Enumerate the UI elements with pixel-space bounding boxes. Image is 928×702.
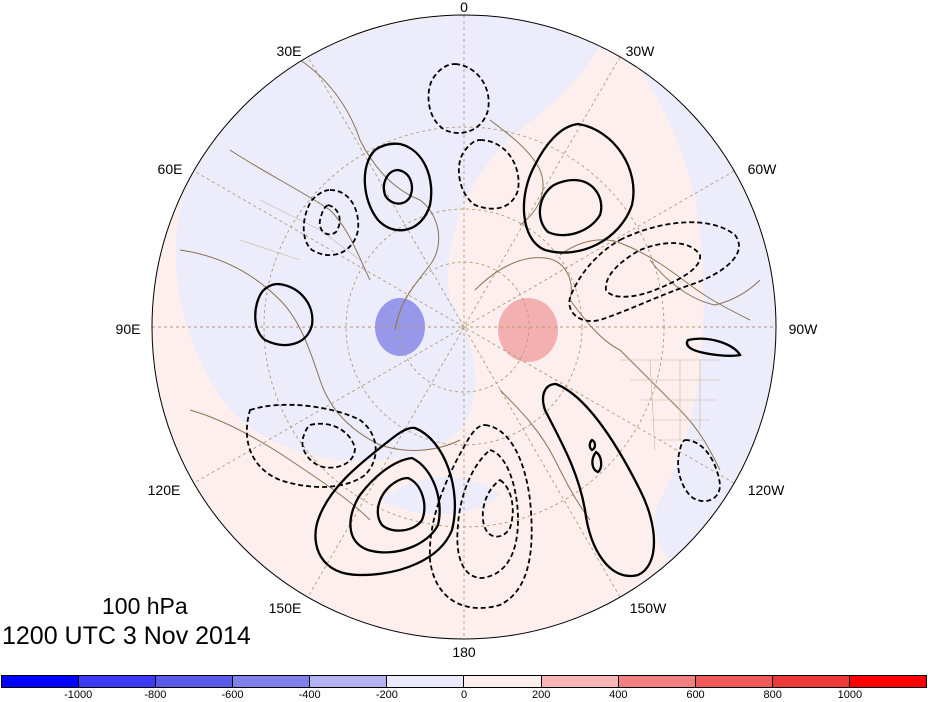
lon-label-30e: 30E (276, 43, 302, 59)
colorbar (1, 675, 927, 688)
negative-anomaly-region-west (176, 15, 610, 462)
valid-time-label: 1200 UTC 3 Nov 2014 (2, 622, 251, 650)
lon-label-90w: 90W (788, 321, 818, 337)
colorbar-segment (2, 676, 80, 687)
colorbar-segment (618, 676, 696, 687)
pressure-level-label: 100 hPa (102, 593, 188, 619)
positive-center-blob (498, 298, 558, 362)
colorbar-segment (695, 676, 773, 687)
colorbar-tick-label: 200 (531, 689, 551, 701)
coastlines (179, 59, 761, 521)
colorbar-segment (849, 676, 926, 687)
colorbar-segment (156, 676, 234, 687)
lon-label-60e: 60E (157, 161, 183, 177)
colorbar-segment (310, 676, 388, 687)
map-boundary (151, 14, 777, 640)
colorbar-tick-label: -400 (298, 689, 321, 701)
colorbar-tick-label: 0 (460, 689, 468, 701)
colorbar-segment (387, 676, 465, 687)
positive-contours (254, 122, 742, 578)
colorbar-tick-label: -800 (144, 689, 167, 701)
colorbar-segment (233, 676, 311, 687)
lon-label-60w: 60W (747, 161, 777, 177)
lon-label-30w: 30W (625, 43, 655, 59)
lon-label-120e: 120E (147, 482, 181, 498)
colorbar-tick-label: 1000 (837, 689, 863, 701)
colorbar-tick-label: -600 (221, 689, 244, 701)
lon-label-120w: 120W (747, 482, 785, 498)
colorbar-tick-label: 800 (763, 689, 782, 701)
colorbar-tick-label: -1000 (64, 689, 93, 701)
colorbar-segment (541, 676, 619, 687)
lon-label-150e: 150E (268, 600, 302, 616)
lon-label-150w: 150W (629, 600, 667, 616)
colorbar-tick-label: 600 (686, 689, 705, 701)
negative-contours (245, 63, 740, 609)
colorbar-segment (464, 676, 542, 687)
colorbar-tick-label: -200 (375, 689, 398, 701)
colorbar-segment (79, 676, 157, 687)
lon-label-180: 180 (452, 644, 476, 660)
negative-anomaly-region-south (380, 476, 500, 515)
colorbar-segment (772, 676, 850, 687)
lon-label-0: 0 (460, 0, 468, 15)
country-borders (239, 199, 720, 451)
colorbar-tick-label: 400 (609, 689, 628, 701)
lon-label-90e: 90E (115, 321, 141, 337)
